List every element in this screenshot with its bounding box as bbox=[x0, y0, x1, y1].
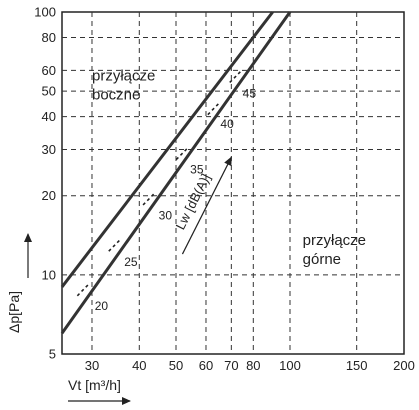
y-tick-label: 60 bbox=[42, 63, 56, 78]
y-tick-label: 5 bbox=[49, 347, 56, 362]
y-tick-labels: 5 10 20 30 40 50 60 80 100 bbox=[34, 5, 56, 362]
noise-mark bbox=[175, 146, 190, 161]
noise-mark-label: 30 bbox=[159, 209, 173, 223]
noise-mark bbox=[108, 238, 122, 252]
region-label: górne bbox=[303, 251, 341, 268]
region-labels: przyłącze boczne przyłącze górne bbox=[92, 67, 366, 268]
noise-mark bbox=[142, 191, 157, 206]
y-tick-label: 100 bbox=[34, 5, 56, 20]
x-tick-label: 30 bbox=[85, 358, 99, 373]
x-tick-label: 100 bbox=[279, 358, 301, 373]
noise-mark-label: 20 bbox=[95, 299, 109, 313]
noise-marks: 20 25 30 35 40 45 bbox=[76, 69, 257, 313]
lw-arrow bbox=[181, 156, 232, 255]
x-tick-label: 50 bbox=[169, 358, 183, 373]
y-tick-label: 50 bbox=[42, 84, 56, 99]
x-tick-label: 70 bbox=[224, 358, 238, 373]
y-tick-label: 40 bbox=[42, 109, 56, 124]
noise-mark-label: 45 bbox=[243, 86, 257, 100]
noise-mark bbox=[76, 282, 91, 297]
x-tick-label: 150 bbox=[346, 358, 368, 373]
noise-mark-label: 35 bbox=[190, 162, 204, 176]
noise-mark-label: 40 bbox=[220, 117, 234, 131]
x-axis-label: Vt [m³/h] bbox=[68, 377, 121, 393]
series-line-2 bbox=[60, 11, 292, 335]
region-label: przyłącze bbox=[92, 67, 155, 84]
noise-mark-label: 25 bbox=[124, 255, 138, 269]
region-label: boczne bbox=[92, 86, 140, 103]
noise-mark bbox=[207, 101, 221, 116]
plot-area bbox=[61, 11, 405, 355]
x-tick-label: 60 bbox=[199, 358, 213, 373]
series-line-1 bbox=[60, 11, 274, 288]
noise-mark bbox=[229, 69, 243, 84]
y-tick-label: 20 bbox=[42, 188, 56, 203]
y-tick-label: 10 bbox=[42, 267, 56, 282]
x-tick-label: 80 bbox=[246, 358, 260, 373]
y-tick-label: 80 bbox=[42, 30, 56, 45]
x-tick-labels: 30 40 50 60 70 80 100 150 200 bbox=[85, 358, 415, 373]
region-label: przyłącze bbox=[303, 232, 366, 249]
y-tick-label: 30 bbox=[42, 142, 56, 157]
y-axis-label: Δp[Pa] bbox=[6, 291, 22, 333]
x-tick-label: 40 bbox=[132, 358, 146, 373]
x-tick-label: 200 bbox=[393, 358, 415, 373]
series-group bbox=[60, 11, 292, 335]
